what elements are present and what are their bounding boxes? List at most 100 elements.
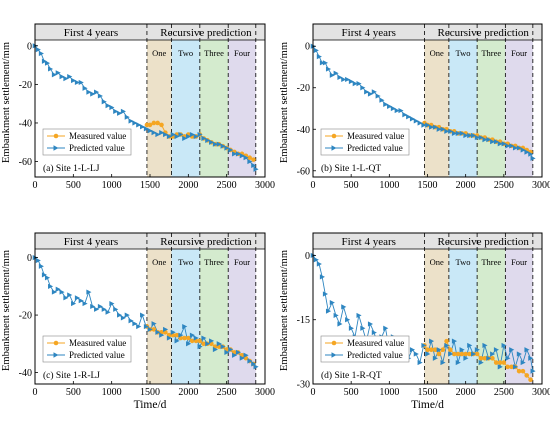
measured-point: [186, 335, 191, 341]
predicted-point: [253, 364, 259, 370]
predicted-point: [113, 108, 119, 114]
predicted-point: [467, 132, 473, 139]
x-tick-label: 2500: [217, 180, 237, 191]
measured-point: [147, 122, 153, 128]
y-tick-label: -30: [297, 380, 310, 391]
predicted-point: [212, 346, 218, 353]
predicted-point: [493, 347, 499, 353]
legend-swatch-predicted: [331, 145, 337, 151]
predicted-point: [155, 131, 161, 138]
predicted-point: [124, 114, 130, 120]
x-tick-label: 3000: [255, 387, 275, 398]
predicted-point: [409, 116, 416, 122]
predicted-point: [235, 349, 241, 356]
predicted-point: [322, 291, 329, 297]
measured-point: [474, 351, 480, 357]
predicted-point: [440, 126, 446, 132]
predicted-point: [232, 151, 238, 157]
predicted-point: [224, 145, 230, 151]
predicted-point: [364, 89, 370, 95]
x-tick-label: 2500: [217, 387, 237, 398]
predicted-point: [120, 315, 126, 321]
stage-band-2: [448, 249, 478, 384]
predicted-point: [235, 151, 241, 157]
panel-label: (b) Site 1-L-QT: [321, 163, 381, 174]
predicted-point: [155, 329, 161, 335]
predicted-point: [429, 124, 435, 130]
x-tick-label: 500: [344, 180, 359, 191]
predicted-point: [136, 323, 142, 330]
legend-label-measured: Measured value: [347, 338, 404, 348]
predicted-point: [38, 50, 44, 57]
legend: Measured value Predicted value: [42, 128, 132, 156]
predicted-point: [55, 286, 61, 292]
predicted-point: [186, 341, 192, 347]
x-tick-label: 500: [344, 387, 359, 398]
predicted-point: [486, 137, 492, 143]
predicted-point: [341, 304, 347, 310]
x-tick-label: 2000: [456, 387, 476, 398]
predicted-point: [463, 132, 469, 139]
measured-point: [451, 351, 457, 357]
legend-label-predicted: Predicted value: [69, 350, 125, 360]
predicted-point: [474, 134, 480, 141]
predicted-point: [228, 147, 234, 153]
predicted-point: [528, 151, 534, 157]
predicted-point: [356, 80, 362, 87]
predicted-point: [325, 66, 332, 72]
predicted-point: [97, 303, 103, 310]
stage-band-1: [424, 40, 449, 177]
predicted-point: [67, 292, 73, 298]
predicted-point: [497, 364, 503, 370]
predicted-point: [143, 126, 149, 132]
stage-band-2: [448, 40, 478, 177]
predicted-point: [128, 118, 134, 124]
legend-box: [320, 128, 410, 156]
predicted-point: [109, 104, 115, 111]
measured-point: [497, 360, 503, 365]
measured-point: [448, 347, 453, 353]
stage-band-3: [199, 40, 229, 177]
predicted-point: [455, 130, 461, 137]
stage-label-2: Two: [455, 257, 470, 267]
predicted-point: [197, 131, 203, 138]
stage-band-4: [505, 249, 533, 384]
measured-point: [467, 351, 472, 357]
legend-box: [42, 335, 132, 363]
predicted-point: [41, 58, 47, 64]
y-axis-label: Embankment settlement/mm: [1, 250, 12, 371]
x-tick-label: 2000: [456, 180, 476, 191]
predicted-point: [51, 289, 57, 295]
predicted-point: [313, 47, 319, 53]
predicted-point: [348, 78, 354, 85]
legend: Measured value Predicted value: [320, 335, 410, 363]
y-tick-label: -40: [19, 368, 32, 379]
measured-point: [425, 347, 430, 353]
predicted-point: [41, 272, 47, 278]
predicted-point: [212, 141, 218, 147]
predicted-point: [417, 120, 423, 126]
y-tick-label: 0: [27, 253, 32, 264]
predicted-point: [383, 325, 389, 331]
predicted-point: [421, 342, 427, 349]
predicted-point: [78, 298, 84, 304]
predicted-point: [159, 130, 165, 136]
predicted-point: [216, 341, 222, 347]
measured-point: [463, 351, 468, 357]
predicted-point: [367, 91, 374, 97]
predicted-point: [490, 139, 496, 145]
predicted-point: [524, 149, 530, 155]
predicted-point: [140, 124, 146, 130]
measured-point: [436, 351, 442, 357]
measured-point: [247, 155, 252, 161]
predicted-point: [313, 257, 319, 263]
predicted-point: [163, 326, 169, 333]
predicted-point: [516, 145, 522, 151]
measured-point: [429, 347, 434, 353]
predicted-point: [329, 72, 335, 78]
legend-box: [42, 128, 132, 156]
measured-point: [174, 332, 180, 338]
predicted-point: [51, 72, 57, 78]
stage-label-1: One: [152, 257, 166, 267]
